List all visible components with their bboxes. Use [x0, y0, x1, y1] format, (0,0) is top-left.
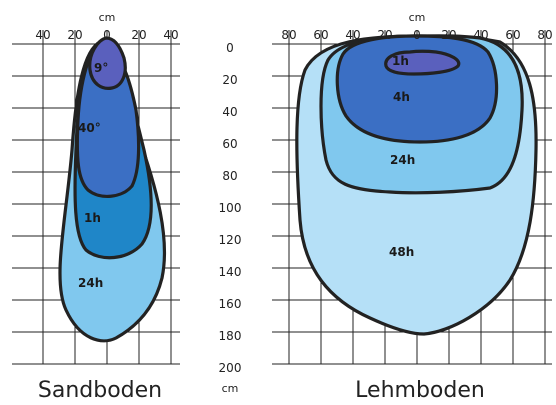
- y-axis-ticks: 0 20 40 60 80 100 120 140 160 180 200: [219, 41, 242, 375]
- y-tick: 20: [222, 73, 237, 87]
- right-x-tick: 20: [441, 28, 456, 42]
- y-tick: 80: [222, 169, 237, 183]
- left-zone-label-24h: 24h: [78, 276, 103, 290]
- right-x-tick: 40: [473, 28, 488, 42]
- right-x-tick: 80: [537, 28, 552, 42]
- y-tick: 40: [222, 105, 237, 119]
- y-tick: 120: [219, 233, 242, 247]
- right-panel-title: Lehmboden: [355, 378, 485, 403]
- right-x-unit: cm: [409, 11, 426, 24]
- right-zone-label-4h: 4h: [393, 90, 410, 104]
- left-x-ticks: 40 20 0 20 40: [35, 28, 178, 42]
- y-tick: 180: [219, 329, 242, 343]
- right-x-ticks: 80 60 40 20 0 20 40 60 80: [281, 28, 552, 42]
- right-zone-label-24h: 24h: [390, 153, 415, 167]
- y-tick: 160: [219, 297, 242, 311]
- y-tick: 0: [226, 41, 234, 55]
- right-x-tick: 20: [377, 28, 392, 42]
- y-axis-unit: cm: [222, 382, 239, 395]
- left-x-tick: 20: [131, 28, 146, 42]
- y-tick: 200: [219, 361, 242, 375]
- right-x-tick: 60: [505, 28, 520, 42]
- right-x-tick: 60: [313, 28, 328, 42]
- y-tick: 100: [219, 201, 242, 215]
- left-x-unit: cm: [99, 11, 116, 24]
- left-zone-label-9: 9°: [94, 61, 108, 75]
- left-x-tick: 40: [35, 28, 50, 42]
- right-zone-1h: [384, 49, 461, 76]
- y-tick: 140: [219, 265, 242, 279]
- right-zone-label-48h: 48h: [389, 245, 414, 259]
- left-zone-9: [88, 36, 127, 90]
- right-x-tick: 40: [345, 28, 360, 42]
- left-x-tick: 20: [67, 28, 82, 42]
- left-zone-label-1h: 1h: [84, 211, 101, 225]
- left-x-tick: 0: [103, 28, 111, 42]
- left-zone-label-40: 40°: [78, 121, 101, 135]
- y-tick: 60: [222, 137, 237, 151]
- left-x-tick: 40: [163, 28, 178, 42]
- right-zone-label-1h: 1h: [392, 54, 409, 68]
- right-x-tick: 0: [413, 28, 421, 42]
- right-x-tick: 80: [281, 28, 296, 42]
- left-panel-title: Sandboden: [38, 378, 162, 403]
